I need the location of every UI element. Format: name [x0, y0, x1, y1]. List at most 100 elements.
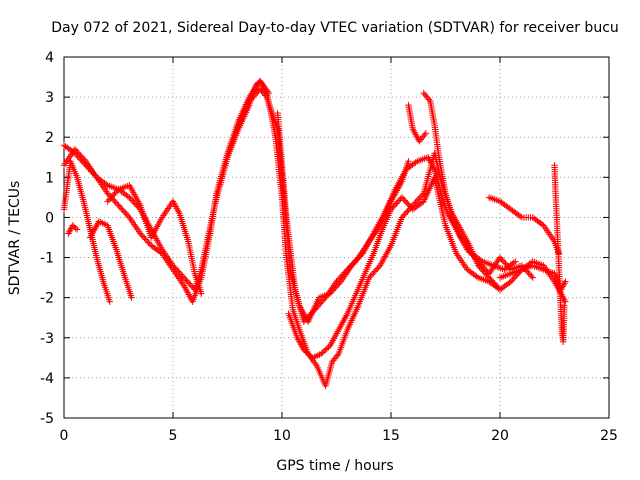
data-point: [78, 153, 85, 160]
data-point: [353, 255, 361, 263]
data-point: [562, 278, 569, 285]
data-point: [66, 227, 74, 234]
data-point: [122, 209, 129, 217]
data-point: [115, 202, 122, 209]
data-point: [421, 91, 429, 98]
data-point: [480, 264, 487, 271]
data-point: [371, 268, 378, 275]
data-point: [157, 249, 164, 256]
data-point: [406, 203, 414, 210]
data-point: [338, 272, 346, 279]
data-point: [517, 213, 524, 220]
data-point: [425, 96, 433, 103]
data-point: [143, 237, 151, 245]
data-point: [112, 189, 119, 196]
data-point: [306, 312, 313, 319]
data-point: [500, 258, 508, 266]
series-track-9: [274, 109, 412, 325]
data-point: [328, 358, 336, 366]
data-point: [402, 209, 410, 217]
data-point: [395, 197, 403, 204]
y-tick-label: -2: [40, 291, 54, 307]
data-point: [104, 198, 111, 205]
data-point: [141, 234, 148, 242]
data-point: [106, 298, 113, 305]
data-point: [105, 196, 113, 204]
data-point: [559, 283, 566, 290]
data-point: [420, 89, 427, 97]
series-track-10: [285, 174, 504, 362]
data-point: [349, 260, 357, 267]
data-point: [123, 211, 130, 218]
x-tick-label: 10: [273, 428, 291, 444]
data-point: [510, 259, 517, 266]
data-point: [506, 279, 513, 286]
data-point: [128, 294, 135, 301]
data-point: [404, 208, 411, 215]
data-point: [116, 203, 124, 211]
data-point: [401, 197, 408, 204]
series-track-4: [86, 218, 135, 301]
data-point: [415, 196, 422, 203]
series-track-6: [104, 182, 205, 297]
data-point: [332, 353, 340, 361]
y-tick-label: -4: [40, 371, 54, 387]
data-point: [70, 223, 78, 231]
data-point: [187, 281, 194, 289]
y-tick-label: -5: [40, 411, 54, 427]
data-point: [145, 239, 152, 246]
y-tick-label: 0: [45, 210, 54, 226]
data-point: [346, 263, 354, 270]
data-point: [180, 274, 188, 281]
data-point: [420, 133, 427, 140]
x-tick-label: 5: [169, 428, 178, 444]
data-point: [389, 204, 396, 212]
data-point: [66, 228, 73, 236]
data-point: [111, 197, 118, 205]
data-point: [368, 271, 376, 278]
y-tick-label: -3: [40, 331, 54, 347]
data-point: [108, 193, 115, 201]
data-point: [525, 269, 532, 277]
series-track-15: [551, 162, 568, 345]
data-point: [345, 264, 352, 272]
data-point: [342, 267, 350, 275]
data-point: [416, 194, 423, 202]
data-point: [257, 85, 264, 93]
data-point: [398, 194, 406, 201]
data-point: [351, 258, 358, 266]
data-point: [304, 350, 312, 358]
data-point: [179, 272, 186, 280]
data-point: [498, 255, 505, 263]
series-track-11: [420, 89, 519, 273]
data-point: [400, 195, 407, 203]
data-point: [477, 257, 485, 264]
y-tick-label: 2: [45, 130, 54, 146]
data-point: [473, 273, 480, 280]
data-point: [124, 212, 132, 220]
data-point: [186, 280, 193, 287]
data-point: [512, 258, 519, 265]
data-point: [118, 205, 125, 212]
data-point: [311, 306, 318, 313]
y-tick-label: 3: [45, 90, 54, 106]
data-point: [146, 240, 154, 248]
data-point: [337, 273, 344, 281]
data-point: [302, 347, 309, 355]
data-point: [372, 266, 380, 274]
data-point: [400, 212, 407, 220]
y-axis-title: SDTVAR / TECUs: [7, 181, 23, 296]
data-point: [390, 203, 397, 210]
data-point: [405, 158, 412, 165]
data-point: [112, 199, 119, 206]
data-point: [81, 156, 88, 163]
data-point: [481, 265, 489, 273]
data-point: [495, 285, 502, 292]
data-point: [352, 257, 359, 264]
x-axis-title: GPS time / hours: [276, 458, 393, 474]
data-point: [391, 201, 399, 209]
data-point: [320, 347, 328, 355]
data-point: [417, 136, 424, 143]
data-point: [315, 301, 322, 309]
data-point: [375, 263, 382, 271]
